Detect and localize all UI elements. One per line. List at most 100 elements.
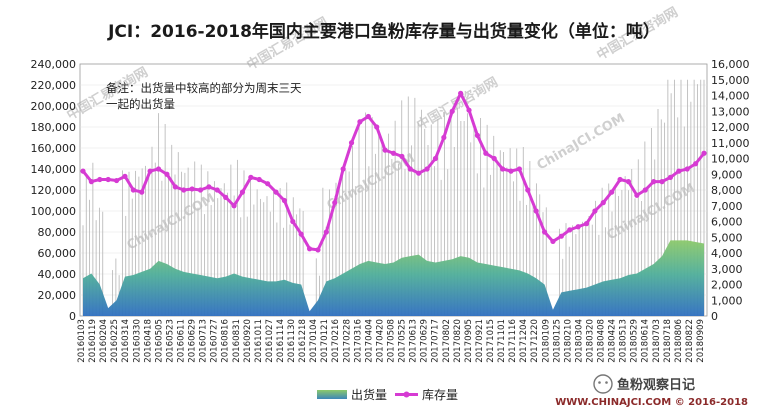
x-tick-label: 20180125 — [552, 319, 562, 363]
inventory-point — [382, 147, 388, 153]
inventory-point — [139, 189, 145, 195]
x-tick-label: 20170921 — [475, 319, 485, 363]
inventory-point — [147, 168, 153, 174]
inventory-point — [491, 155, 497, 162]
x-tick-label: 20161130 — [287, 319, 297, 363]
x-tick-label: 20160418 — [143, 319, 153, 363]
left-tick-label: 240,000 — [31, 58, 77, 71]
right-tick-label: 0 — [711, 310, 718, 323]
inventory-point — [97, 176, 103, 183]
inventory-point — [583, 221, 590, 227]
inventory-point — [550, 238, 556, 245]
inventory-point — [189, 186, 195, 192]
inventory-point — [575, 224, 581, 230]
x-tick-label: 20160816 — [221, 319, 231, 363]
shipment-area-fill — [83, 240, 704, 316]
inventory-point — [499, 166, 506, 172]
inventory-point — [693, 161, 699, 167]
left-tick-label: 40,000 — [38, 268, 77, 281]
inventory-point — [407, 166, 413, 172]
inventory-line — [80, 90, 707, 253]
x-tick-label: 20170420 — [375, 319, 385, 363]
inventory-point — [558, 233, 564, 239]
x-tick-label: 20160611 — [176, 319, 186, 363]
inventory-point — [600, 200, 606, 206]
inventory-point — [88, 179, 94, 185]
inventory-point — [684, 166, 690, 172]
x-tick-label: 20160629 — [188, 319, 198, 363]
inventory-point — [323, 229, 329, 235]
x-tick-label: 20171015 — [486, 319, 496, 363]
x-tick-label: 20170629 — [420, 319, 430, 363]
legend: 出货量 库存量 — [317, 387, 458, 402]
inventory-point — [634, 192, 640, 198]
x-tick-label: 20160727 — [210, 319, 220, 363]
right-tick-label: 12,000 — [711, 121, 750, 134]
inventory-point — [239, 189, 246, 195]
inventory-point — [533, 208, 539, 214]
right-tick-label: 15,000 — [711, 74, 750, 87]
inventory-point — [306, 246, 313, 252]
left-tick-label: 220,000 — [31, 79, 77, 92]
annotation-line-2: 一起的出货量 — [106, 97, 175, 111]
x-tick-label: 20180529 — [630, 319, 640, 363]
x-tick-label: 20180822 — [685, 319, 695, 363]
right-tick-label: 3,000 — [711, 263, 743, 276]
inventory-point — [642, 187, 648, 193]
right-tick-label: 1,000 — [711, 294, 743, 307]
x-tick-label: 20160103 — [77, 319, 87, 363]
left-tick-label: 0 — [69, 310, 76, 323]
inventory-point — [424, 166, 430, 172]
x-tick-label: 20160330 — [132, 319, 142, 363]
inventory-point — [290, 218, 296, 225]
x-tick-label: 20161218 — [298, 319, 308, 363]
right-tick-label: 9,000 — [711, 168, 743, 181]
inventory-point — [113, 177, 120, 184]
right-tick-label: 8,000 — [711, 184, 743, 197]
x-tick-label: 20160225 — [110, 319, 120, 363]
x-tick-label: 20170404 — [364, 319, 374, 363]
x-tick-label: 20160920 — [243, 319, 253, 363]
inventory-point — [256, 176, 262, 183]
inventory-point — [340, 166, 346, 172]
left-tick-label: 20,000 — [38, 289, 77, 302]
inventory-point — [197, 187, 204, 193]
x-tick-label: 20170525 — [398, 319, 408, 363]
inventory-point — [416, 170, 422, 176]
footer: 鱼粉观察日记 WWW.CHINAJCI.COM © 2016-2018 — [555, 374, 748, 408]
annotation-line-1: 备注：出货量中较高的部分为周末三天 — [106, 81, 302, 95]
right-tick-label: 5,000 — [711, 231, 743, 244]
x-tick-label: 20160119 — [88, 319, 98, 363]
legend-swatch-shipment — [317, 390, 347, 399]
inventory-point — [516, 166, 522, 172]
inventory-point — [458, 90, 464, 96]
inventory-point — [432, 155, 439, 162]
x-tick-label: 20170316 — [353, 319, 363, 363]
left-tick-label: 160,000 — [31, 142, 77, 155]
inventory-point — [122, 173, 128, 179]
wechat-icon-eye-left — [598, 381, 601, 384]
inventory-point — [214, 187, 220, 193]
right-tick-label: 10,000 — [711, 153, 750, 166]
x-tick-label: 20160204 — [99, 319, 109, 363]
shipment-area — [83, 240, 704, 316]
legend-label-shipment: 出货量 — [351, 387, 387, 402]
inventory-point — [474, 132, 481, 138]
x-tick-label: 20180513 — [619, 319, 629, 363]
x-tick-label: 20160505 — [154, 319, 164, 363]
legend-marker-inventory — [403, 391, 410, 398]
x-tick-label: 20180718 — [663, 319, 673, 363]
right-tick-label: 13,000 — [711, 105, 750, 118]
right-tick-label: 2,000 — [711, 279, 743, 292]
inventory-point — [130, 187, 136, 193]
x-tick-label: 20170104 — [309, 319, 319, 363]
wechat-icon — [593, 374, 613, 394]
x-tick-label: 20160831 — [232, 319, 242, 363]
inventory-point — [164, 171, 170, 177]
inventory-point — [541, 229, 548, 235]
inventory-point — [273, 189, 279, 195]
x-tick-label: 20180806 — [674, 319, 684, 363]
inventory-point — [567, 227, 573, 233]
inventory-point — [625, 179, 632, 185]
inventory-point — [651, 179, 657, 185]
